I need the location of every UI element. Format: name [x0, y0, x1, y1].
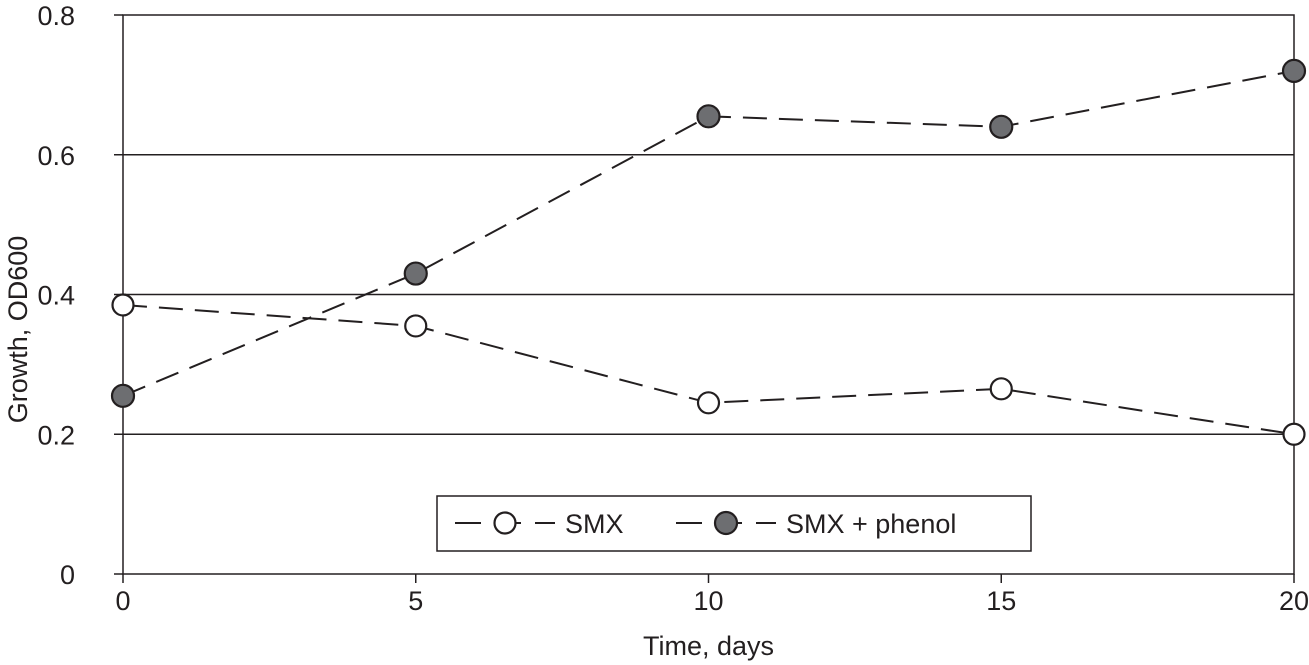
legend-marker: [713, 510, 739, 536]
data-point: [403, 261, 428, 286]
legend-item: SMX: [455, 509, 624, 539]
y-tick-label: 0.8: [37, 1, 75, 31]
series-smx: [111, 293, 1306, 446]
y-tick-label: 0.4: [37, 281, 75, 311]
grid-lines: [123, 154, 1294, 435]
legend-label: SMX + phenol: [786, 509, 956, 539]
data-point: [989, 377, 1013, 401]
data-point: [404, 314, 428, 338]
data-point: [989, 114, 1014, 139]
y-tick-label: 0.6: [37, 141, 75, 171]
x-tick-label: 20: [1279, 586, 1309, 616]
data-point: [696, 104, 721, 129]
x-tick-label: 15: [986, 586, 1016, 616]
legend-label: SMX: [565, 509, 624, 539]
y-tick-label: 0: [60, 560, 75, 590]
legend-items: SMX SMX + phenol: [455, 509, 956, 539]
x-axis-ticks: 0 5 10 15 20: [115, 574, 1309, 616]
y-axis-title: Growth, OD600: [3, 236, 33, 424]
data-point: [1281, 58, 1307, 84]
x-tick-label: 0: [115, 586, 130, 616]
x-tick-label: 5: [408, 586, 423, 616]
legend-item: SMX + phenol: [676, 509, 956, 539]
data-point: [111, 293, 135, 317]
y-tick-label: 0.2: [37, 420, 75, 450]
x-tick-label: 10: [693, 586, 723, 616]
series-smx-phenol: [110, 58, 1307, 408]
data-point: [696, 391, 721, 415]
series-line: [122, 303, 1295, 436]
y-axis-ticks: 0 0.2 0.4 0.6 0.8: [37, 1, 123, 590]
data-series: [110, 58, 1307, 446]
x-axis-title: Time, days: [643, 631, 774, 661]
data-point: [110, 383, 136, 408]
data-point: [1282, 422, 1306, 446]
legend-marker: [493, 511, 517, 535]
legend: SMX SMX + phenol: [436, 495, 1032, 552]
